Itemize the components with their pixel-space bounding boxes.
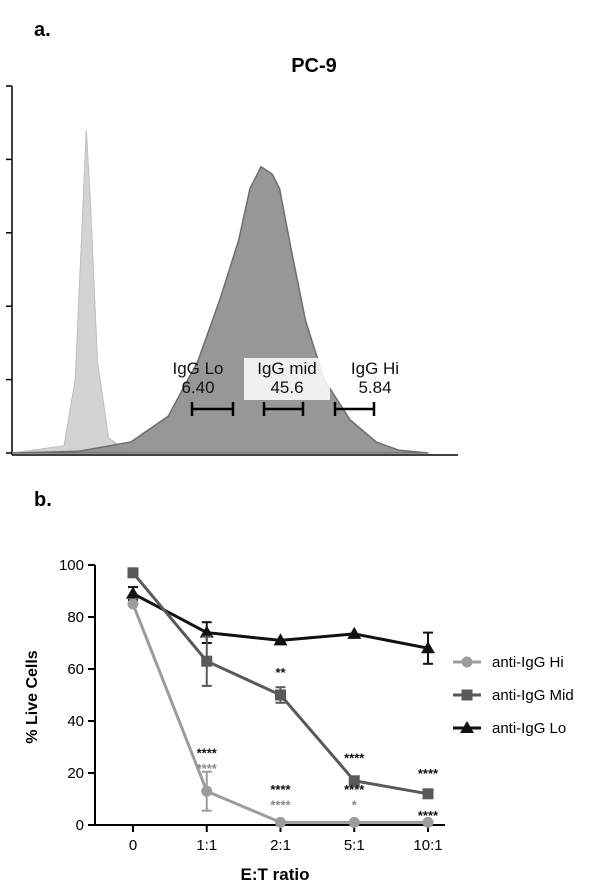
x-tick-label: 1:1 xyxy=(196,837,217,854)
legend-label: anti-IgG Lo xyxy=(492,720,566,737)
y-tick-label: 20 xyxy=(67,765,84,782)
x-tick-label: 2:1 xyxy=(270,837,291,854)
data-point-anti-igg-hi xyxy=(422,816,434,828)
data-point-anti-igg-mid xyxy=(201,655,213,667)
legend-marker xyxy=(461,656,473,668)
y-tick-label: 80 xyxy=(67,609,84,626)
gate-mid-bar xyxy=(262,402,305,416)
data-point-anti-igg-lo xyxy=(199,625,214,638)
significance-marker: ** xyxy=(275,665,286,680)
significance-marker: **** xyxy=(418,808,439,823)
x-tick-label: 5:1 xyxy=(344,837,365,854)
significance-marker: * xyxy=(352,797,358,812)
gate-hi-value: 5.84 xyxy=(358,378,391,397)
gate-hi-bar xyxy=(333,402,376,416)
y-tick-label: 0 xyxy=(76,817,84,834)
y-tick-label: 40 xyxy=(67,713,84,730)
panel-a-label: a. xyxy=(34,19,51,41)
x-tick-label: 0 xyxy=(129,837,137,854)
y-tick-label: 100 xyxy=(59,557,84,574)
gate-lo-value: 6.40 xyxy=(181,378,214,397)
significance-marker: **** xyxy=(270,797,291,812)
data-point-anti-igg-mid xyxy=(422,788,434,800)
x-tick-label: 10:1 xyxy=(413,837,442,854)
gate-mid-name: IgG mid xyxy=(257,359,317,378)
histogram-plot xyxy=(6,85,458,456)
series-line-anti-igg-mid xyxy=(131,571,429,796)
x-axis-label: E:T ratio xyxy=(241,865,310,884)
data-point-anti-igg-hi xyxy=(127,598,139,610)
gate-mid-label-background xyxy=(244,358,330,400)
data-point-anti-igg-lo xyxy=(126,586,140,599)
data-point-anti-igg-mid xyxy=(348,775,360,787)
data-point-anti-igg-mid xyxy=(275,689,286,701)
data-point-anti-igg-mid xyxy=(127,567,139,579)
legend-label: anti-IgG Mid xyxy=(492,687,574,704)
y-axis-label: % Live Cells xyxy=(24,650,41,743)
panel-a-title: PC-9 xyxy=(291,55,337,77)
data-point-anti-igg-lo xyxy=(347,626,362,639)
gate-hi-name: IgG Hi xyxy=(351,359,399,378)
significance-marker: **** xyxy=(197,761,218,776)
significance-marker: **** xyxy=(418,766,439,781)
data-point-anti-igg-hi xyxy=(201,785,213,797)
gate-lo-bar xyxy=(190,402,235,416)
significance-marker: **** xyxy=(270,782,291,797)
legend-marker xyxy=(461,689,473,701)
control-histogram xyxy=(11,129,133,454)
data-point-anti-igg-lo xyxy=(273,633,288,646)
data-point-anti-igg-lo xyxy=(421,641,435,654)
significance-marker: **** xyxy=(197,745,218,760)
legend-marker xyxy=(460,721,474,733)
y-tick-label: 60 xyxy=(67,661,84,678)
legend-label: anti-IgG Hi xyxy=(492,654,564,671)
significance-marker: **** xyxy=(344,782,365,797)
gate-mid-value: 45.6 xyxy=(270,378,303,397)
data-point-anti-igg-hi xyxy=(348,816,360,828)
data-point-anti-igg-hi xyxy=(275,816,286,828)
panel-b-label: b. xyxy=(34,489,52,511)
significance-marker: **** xyxy=(344,751,365,766)
gate-lo-name: IgG Lo xyxy=(172,359,223,378)
